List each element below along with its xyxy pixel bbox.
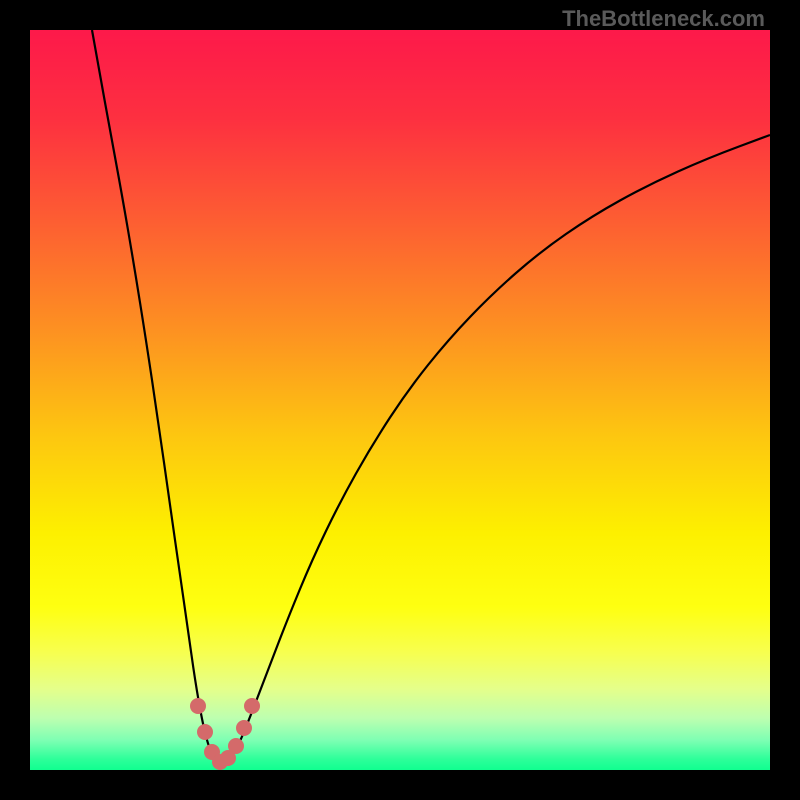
bottleneck-chart	[30, 30, 770, 770]
watermark-text: TheBottleneck.com	[562, 6, 765, 32]
chart-gradient-background	[30, 30, 770, 770]
